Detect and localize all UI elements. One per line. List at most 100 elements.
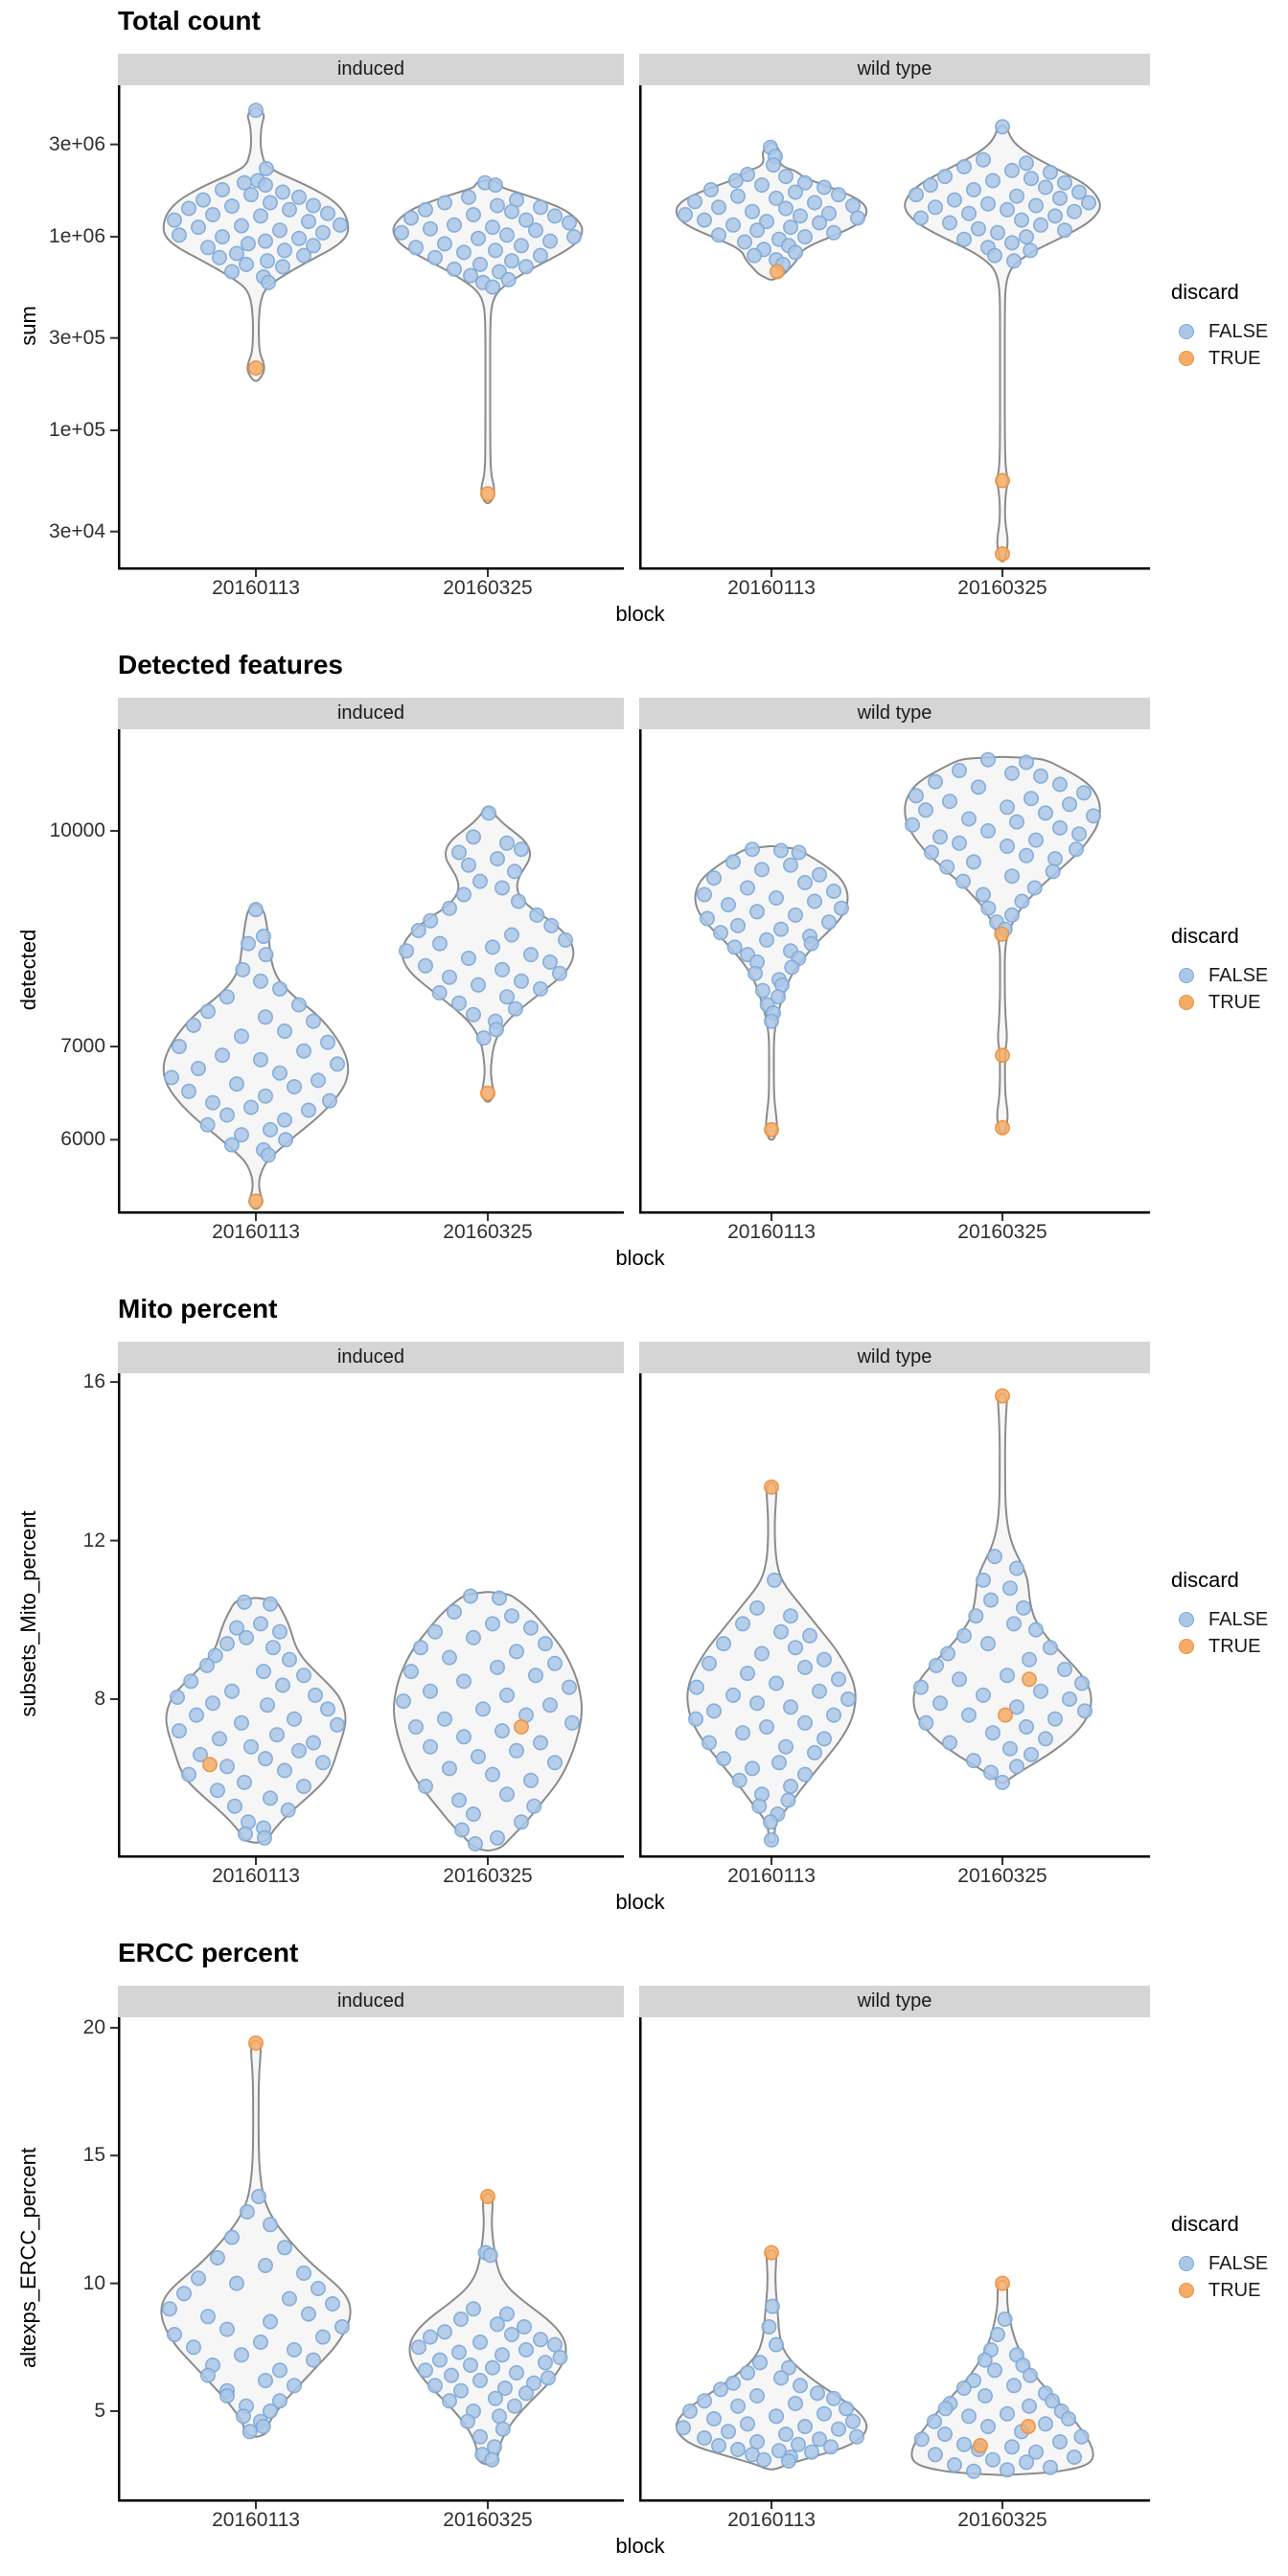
data-point-discard-false bbox=[446, 1603, 462, 1620]
data-point-discard-false bbox=[705, 870, 722, 886]
data-point-discard-false bbox=[172, 227, 188, 243]
data-point-discard-false bbox=[787, 244, 803, 261]
data-point-discard-false bbox=[286, 2341, 302, 2358]
data-point-discard-false bbox=[229, 1620, 245, 1636]
data-point-discard-false bbox=[1022, 2398, 1038, 2414]
data-point-discard-false bbox=[446, 217, 462, 233]
data-point-discard-false bbox=[761, 2318, 777, 2334]
data-point-discard-false bbox=[450, 2344, 467, 2360]
data-point-discard-false bbox=[537, 1636, 553, 1652]
data-point-discard-false bbox=[791, 844, 807, 861]
data-point-discard-false bbox=[274, 184, 290, 200]
legend-discard: discard FALSE TRUE bbox=[1171, 2212, 1268, 2304]
data-point-discard-false bbox=[507, 1000, 523, 1017]
data-point-discard-false bbox=[410, 2339, 426, 2356]
data-point-discard-false bbox=[441, 900, 457, 916]
data-point-discard-false bbox=[494, 961, 510, 978]
data-point-discard-true bbox=[995, 1047, 1011, 1064]
data-point-discard-false bbox=[472, 2334, 488, 2350]
data-point-discard-false bbox=[701, 1735, 717, 1751]
data-point-discard-false bbox=[979, 1636, 996, 1652]
data-point-discard-false bbox=[770, 2443, 787, 2459]
data-point-discard-false bbox=[252, 1051, 268, 1068]
data-point-discard-false bbox=[191, 1060, 207, 1076]
data-point-discard-false bbox=[508, 2364, 524, 2380]
x-tick-label: 20160325 bbox=[443, 1865, 533, 1887]
data-point-discard-false bbox=[398, 943, 414, 959]
data-point-discard-false bbox=[229, 2275, 245, 2291]
data-point-discard-false bbox=[1016, 1599, 1032, 1616]
data-point-discard-false bbox=[1086, 808, 1102, 824]
data-point-discard-false bbox=[720, 2424, 736, 2440]
data-point-discard-false bbox=[319, 205, 335, 221]
data-point-discard-false bbox=[295, 1778, 311, 1794]
data-point-discard-false bbox=[763, 1013, 779, 1029]
data-point-discard-false bbox=[256, 1829, 272, 1846]
data-point-discard-false bbox=[965, 1753, 981, 1769]
data-point-discard-false bbox=[281, 2290, 297, 2307]
data-point-discard-false bbox=[467, 1835, 483, 1852]
data-point-discard-false bbox=[484, 1616, 500, 1632]
data-point-discard-false bbox=[407, 240, 424, 256]
data-point-discard-false bbox=[257, 2257, 273, 2273]
data-point-discard-false bbox=[452, 2382, 469, 2399]
data-point-discard-false bbox=[1000, 201, 1016, 218]
data-point-discard-false bbox=[455, 886, 472, 903]
data-point-discard-false bbox=[234, 1714, 250, 1731]
data-point-discard-false bbox=[939, 1645, 955, 1662]
legend-title: discard bbox=[1171, 924, 1239, 948]
data-point-discard-false bbox=[1081, 195, 1097, 211]
data-point-discard-false bbox=[489, 2316, 505, 2333]
data-point-discard-false bbox=[494, 1723, 510, 1739]
data-point-discard-false bbox=[960, 1707, 977, 1723]
data-point-discard-false bbox=[196, 192, 212, 208]
data-point-discard-false bbox=[455, 244, 472, 261]
data-point-discard-true bbox=[995, 1388, 1011, 1404]
data-point-discard-false bbox=[276, 1112, 292, 1128]
data-point-discard-false bbox=[681, 2403, 698, 2419]
data-point-discard-false bbox=[487, 177, 503, 194]
legend-false-label: FALSE bbox=[1208, 2252, 1269, 2274]
data-point-discard-false bbox=[260, 1147, 276, 1163]
data-point-discard-false bbox=[1024, 1746, 1040, 1762]
data-point-discard-false bbox=[186, 2339, 202, 2356]
data-point-discard-false bbox=[417, 957, 433, 974]
violin-induced-20160325 bbox=[401, 806, 575, 1103]
data-point-discard-false bbox=[329, 1056, 345, 1072]
y-tick-label: 7000 bbox=[60, 1035, 105, 1058]
data-point-discard-false bbox=[729, 188, 746, 204]
data-point-discard-false bbox=[255, 2418, 271, 2434]
data-point-discard-false bbox=[937, 2401, 954, 2417]
data-point-discard-true bbox=[479, 1085, 495, 1101]
data-point-discard-true bbox=[513, 1718, 529, 1735]
facet-strip-wild-type: wild type bbox=[639, 698, 1150, 729]
data-point-discard-false bbox=[500, 271, 517, 288]
data-point-discard-false bbox=[1009, 188, 1025, 204]
data-point-discard-false bbox=[951, 763, 967, 779]
data-point-discard-false bbox=[970, 220, 986, 237]
data-point-discard-false bbox=[423, 912, 439, 929]
data-point-discard-false bbox=[219, 1759, 236, 1775]
y-tick-label: 6000 bbox=[60, 1128, 105, 1151]
data-point-discard-false bbox=[712, 2381, 728, 2398]
data-point-discard-false bbox=[768, 2408, 784, 2425]
data-point-discard-false bbox=[441, 969, 457, 985]
data-point-discard-false bbox=[975, 886, 991, 903]
legend-true-dot-icon bbox=[1179, 995, 1194, 1010]
data-point-discard-false bbox=[264, 1640, 281, 1656]
data-point-discard-false bbox=[758, 214, 774, 230]
data-point-discard-false bbox=[918, 1714, 934, 1731]
data-point-discard-false bbox=[257, 1009, 273, 1025]
y-tick-label: 12 bbox=[82, 1529, 105, 1552]
data-point-discard-false bbox=[426, 249, 443, 265]
data-point-discard-false bbox=[172, 1723, 188, 1739]
data-point-discard-false bbox=[498, 989, 515, 1005]
data-point-discard-false bbox=[286, 1711, 302, 1727]
data-point-discard-false bbox=[979, 2418, 996, 2434]
data-point-discard-false bbox=[1002, 1580, 1019, 1597]
data-point-discard-false bbox=[465, 1006, 481, 1023]
data-point-discard-false bbox=[262, 2403, 278, 2419]
data-point-discard-false bbox=[241, 236, 257, 252]
data-point-discard-false bbox=[215, 1047, 231, 1064]
data-point-discard-false bbox=[250, 2188, 266, 2204]
